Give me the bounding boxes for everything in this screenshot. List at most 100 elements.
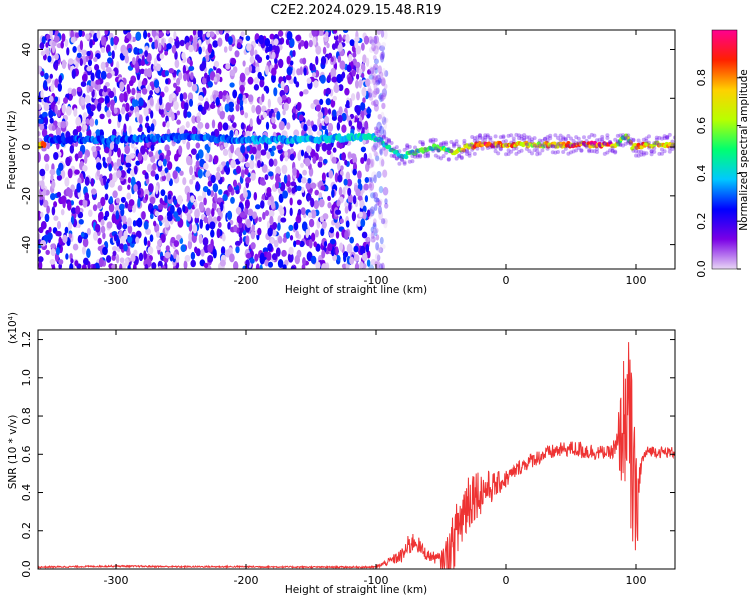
spectrogram-cell bbox=[255, 105, 262, 115]
spectrogram-cell bbox=[212, 94, 217, 100]
spectrogram-cell bbox=[374, 67, 378, 74]
spectrogram-cell bbox=[72, 59, 77, 65]
spectrogram-cell bbox=[140, 145, 146, 155]
spectrogram-halo-cell bbox=[493, 149, 498, 154]
spectrogram-cell bbox=[92, 204, 98, 212]
spectrogram-cell bbox=[60, 195, 67, 204]
spectrogram-cell bbox=[359, 199, 365, 209]
spectrogram-cell bbox=[238, 231, 243, 238]
spectrogram-cell bbox=[301, 177, 307, 184]
spectrogram-cell bbox=[377, 205, 383, 215]
spectrogram-cell bbox=[375, 241, 380, 251]
spectrogram-cell bbox=[187, 80, 193, 88]
spectrogram-cell bbox=[205, 223, 210, 231]
colorbar-ticks: 0.00.20.40.60.8 bbox=[695, 69, 741, 278]
spectrogram-cell bbox=[306, 120, 312, 127]
spectrogram-cell bbox=[38, 256, 44, 263]
spectrogram-cell bbox=[279, 207, 285, 216]
spectrogram-halo-cell bbox=[389, 147, 394, 152]
spectrogram-cell bbox=[127, 225, 133, 234]
spectrogram-cell bbox=[313, 80, 319, 88]
spectrogram-cell bbox=[40, 211, 44, 218]
spectrogram-halo-cell bbox=[397, 155, 402, 160]
spectrogram-cell bbox=[337, 161, 341, 171]
spectrogram-cell bbox=[39, 123, 45, 131]
spectrogram-cell bbox=[235, 148, 240, 156]
spectrogram-cell bbox=[293, 76, 297, 85]
spectrogram-halo-cell bbox=[493, 145, 498, 150]
spectrogram-cell bbox=[365, 57, 370, 67]
spectrogram-halo-cell bbox=[618, 143, 623, 147]
spectrogram-cell bbox=[109, 196, 113, 204]
spectrogram-cell bbox=[286, 122, 291, 130]
spectrogram-cell bbox=[205, 152, 210, 162]
spectrogram-halo-cell bbox=[537, 143, 542, 148]
spectrogram-halo-cell bbox=[537, 138, 542, 143]
spectrogram-halo-cell bbox=[623, 136, 628, 141]
spectrogram-cell bbox=[173, 251, 177, 259]
spectrogram-cell bbox=[286, 174, 291, 183]
spectrogram-cell bbox=[84, 192, 90, 201]
spectrogram-cell bbox=[150, 156, 156, 163]
spectrogram-cell bbox=[310, 255, 317, 265]
spectrogram-cell bbox=[146, 125, 151, 134]
spectrogram-cell bbox=[145, 228, 151, 235]
spectrogram-cell bbox=[378, 210, 384, 221]
spectrogram-cell bbox=[381, 50, 385, 60]
spectrogram-cell bbox=[256, 150, 262, 159]
spectrogram-halo-cell bbox=[641, 137, 646, 142]
spectrogram-cell bbox=[179, 39, 185, 47]
colorbar-tick-label: 0.0 bbox=[695, 260, 708, 278]
spectrogram-cell bbox=[332, 109, 337, 118]
spectrogram-cell bbox=[264, 37, 271, 47]
spectrogram-cell bbox=[274, 57, 278, 65]
spectrogram-cell bbox=[172, 170, 178, 180]
spectrogram-cell bbox=[336, 199, 341, 207]
spectrogram-cell bbox=[156, 63, 161, 72]
spectrogram-cell bbox=[189, 35, 194, 43]
spectrogram-cell bbox=[48, 226, 52, 233]
spectrogram-cell bbox=[132, 220, 137, 227]
spectrogram-ridge-cell bbox=[379, 137, 384, 142]
spectrogram-cell bbox=[374, 75, 379, 83]
spectrogram-cell bbox=[271, 73, 276, 84]
spectrogram-halo-cell bbox=[394, 156, 399, 161]
spectrogram-halo-cell bbox=[522, 133, 527, 138]
spectrogram-halo-cell bbox=[501, 134, 506, 139]
spectrogram-cell bbox=[45, 249, 50, 256]
spectrogram-cell bbox=[373, 150, 378, 157]
spectrogram-cell bbox=[361, 42, 365, 51]
spectrogram-halo-cell bbox=[441, 142, 446, 147]
spectrogram-cell bbox=[295, 239, 301, 245]
spectrogram-halo-cell bbox=[615, 140, 620, 145]
spectrogram-cell bbox=[210, 174, 216, 184]
spectrogram-halo-cell bbox=[389, 141, 394, 145]
spectrogram-cell bbox=[119, 203, 125, 210]
spectrogram-cell bbox=[144, 194, 149, 201]
spectrogram-halo-cell bbox=[428, 138, 433, 143]
spectrogram-cell bbox=[148, 151, 154, 158]
spectrogram-cell bbox=[202, 186, 209, 193]
spectrogram-cell bbox=[321, 263, 327, 269]
spectrogram-cell bbox=[323, 158, 328, 164]
spectrogram-cell bbox=[222, 90, 227, 96]
spectrogram-cell bbox=[65, 253, 69, 260]
spectrogram-cell bbox=[259, 79, 265, 88]
spectrogram-cell bbox=[308, 239, 313, 249]
spectrogram-cell bbox=[310, 103, 315, 110]
spectrogram-cell bbox=[86, 227, 91, 236]
spectrogram-cell bbox=[372, 227, 379, 234]
spectrogram-halo-cell bbox=[491, 143, 495, 148]
spectrogram-cell bbox=[261, 105, 267, 113]
spectrogram-cell bbox=[244, 168, 249, 175]
spectrogram-halo-cell bbox=[626, 139, 631, 144]
spectrogram-cell bbox=[280, 80, 285, 90]
spectrogram-cell bbox=[222, 122, 229, 131]
spectrogram-cell bbox=[224, 249, 231, 258]
spectrogram-cell bbox=[85, 118, 90, 125]
spectrogram-halo-cell bbox=[381, 134, 386, 139]
spectrogram-cell bbox=[165, 78, 169, 85]
spectrogram-cell bbox=[191, 125, 197, 135]
spectrogram-cell bbox=[360, 146, 367, 153]
spectrogram-cell bbox=[164, 221, 170, 228]
